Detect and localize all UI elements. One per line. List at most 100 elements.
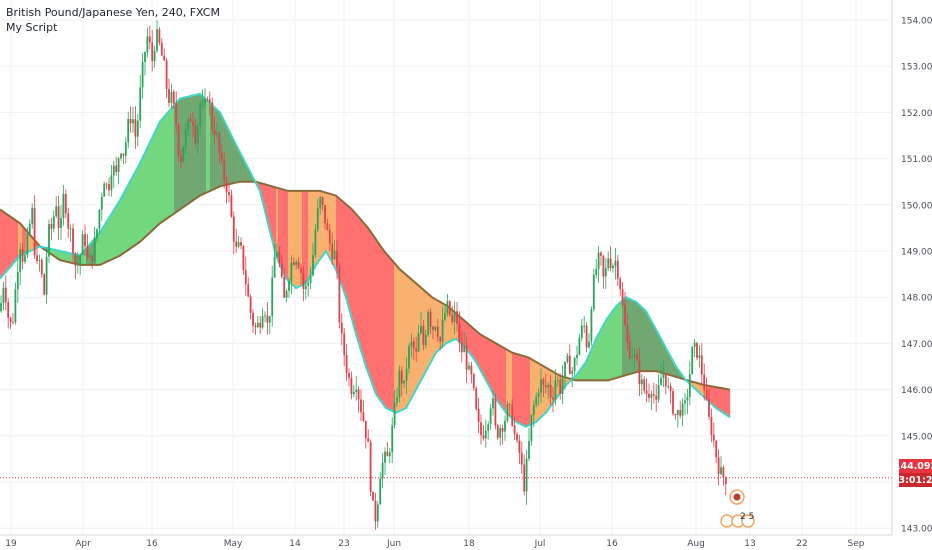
- candle-body: [43, 274, 46, 295]
- economic-event-icon-3[interactable]: [741, 514, 755, 528]
- cloud-segment: [360, 218, 363, 354]
- candle-body: [391, 425, 394, 453]
- candle-body: [602, 255, 605, 277]
- cloud-segment: [278, 188, 281, 265]
- candle-body: [326, 223, 329, 231]
- candle-body: [271, 277, 274, 317]
- candle-body: [256, 322, 259, 328]
- cloud-segment: [632, 299, 635, 374]
- candle-body: [88, 255, 91, 258]
- economic-event-icon-1[interactable]: [720, 514, 734, 528]
- candle-body: [240, 242, 242, 246]
- candle-body: [196, 125, 199, 144]
- candle-body: [420, 326, 422, 334]
- cloud-segment: [158, 121, 161, 226]
- symbol-title[interactable]: British Pound/Japanese Yen, 240, FXCM: [6, 6, 220, 19]
- candle-body: [249, 296, 252, 313]
- candle-body: [235, 241, 238, 247]
- cloud-segment: [378, 242, 381, 400]
- cloud-segment: [162, 117, 165, 222]
- cloud-segment: [728, 389, 731, 418]
- cloud-segment: [126, 185, 129, 252]
- candle-body: [57, 206, 60, 228]
- candle-body: [604, 267, 607, 277]
- cloud-segment: [524, 356, 527, 427]
- candle-body: [105, 183, 108, 185]
- time-axis[interactable]: 19 Apr 16 May 14 23 Jun 18 Jul 16 Aug 13 22 Sep: [0, 534, 892, 550]
- cloud-segment: [520, 354, 523, 425]
- cloud-segment: [300, 190, 303, 287]
- cloud-segment: [344, 202, 347, 298]
- candle-body: [393, 402, 396, 426]
- price-tick-label: 147.000: [901, 340, 932, 350]
- candle-body: [436, 326, 439, 338]
- candlestick-series: [0, 20, 727, 530]
- candle-body: [0, 303, 2, 312]
- candle-body: [456, 311, 458, 324]
- cloud-segment: [636, 301, 639, 373]
- candle-body: [537, 392, 540, 397]
- candle-body: [669, 385, 672, 392]
- cloud-segment: [116, 203, 119, 258]
- cloud-segment: [506, 349, 509, 415]
- candle-body: [264, 315, 266, 317]
- candle-body: [261, 316, 264, 328]
- cloud-segment: [582, 364, 585, 381]
- candle-body: [2, 287, 5, 304]
- cloud-segment: [588, 352, 591, 381]
- candle-body: [309, 275, 312, 283]
- indicator-title[interactable]: My Script: [6, 21, 58, 34]
- cloud-segment: [100, 229, 103, 265]
- cloud-segment: [526, 356, 529, 427]
- candle-body: [400, 370, 403, 384]
- candle-body: [432, 326, 434, 330]
- time-tick-label: Apr: [75, 539, 91, 549]
- slow-ma-line: [0, 180, 731, 391]
- candle-body: [626, 324, 629, 342]
- cloud-segment: [30, 234, 33, 251]
- candle-body: [410, 341, 413, 347]
- candle-body: [386, 451, 389, 457]
- candle-body: [204, 99, 206, 103]
- cloud-segment: [358, 216, 361, 348]
- cloud-segment: [98, 232, 101, 265]
- candle-body: [463, 345, 466, 353]
- cloud-segment: [546, 367, 549, 413]
- cloud-segment: [150, 138, 153, 233]
- event-markers[interactable]: 2 5: [720, 489, 755, 528]
- price-axis[interactable]: 143.000144.000145.000146.000147.000148.0…: [891, 0, 932, 550]
- cloud-segment: [724, 388, 727, 415]
- candle-body: [187, 119, 190, 130]
- candle-body: [453, 311, 456, 323]
- cloud-segment: [654, 325, 657, 372]
- candle-body: [45, 256, 48, 295]
- candle-body: [585, 325, 588, 348]
- cloud-segment: [236, 144, 239, 183]
- candle-body: [660, 377, 662, 386]
- candle-body: [480, 422, 482, 436]
- cloud-segment: [192, 95, 195, 202]
- cloud-segment: [490, 339, 493, 392]
- candle-body: [168, 89, 170, 103]
- cloud-segment: [718, 387, 721, 411]
- candle-body: [691, 346, 694, 375]
- candle-body: [165, 60, 168, 90]
- cloud-segment: [352, 209, 355, 327]
- cloud-segment: [642, 307, 645, 372]
- candle-body: [412, 341, 415, 349]
- cloud-segment: [270, 185, 273, 240]
- candle-body: [276, 251, 278, 257]
- chart-grid: [0, 0, 892, 535]
- candle-body: [628, 341, 631, 358]
- candle-body: [681, 403, 684, 416]
- cloud-segment: [590, 348, 593, 381]
- candle-body: [177, 125, 180, 156]
- cloud-segment: [476, 330, 479, 366]
- candle-body: [674, 413, 677, 416]
- candle-body: [278, 251, 281, 264]
- cloud-segment: [16, 220, 19, 261]
- cloud-segment: [4, 212, 7, 275]
- cloud-segment: [382, 248, 385, 406]
- cloud-segment: [84, 248, 87, 265]
